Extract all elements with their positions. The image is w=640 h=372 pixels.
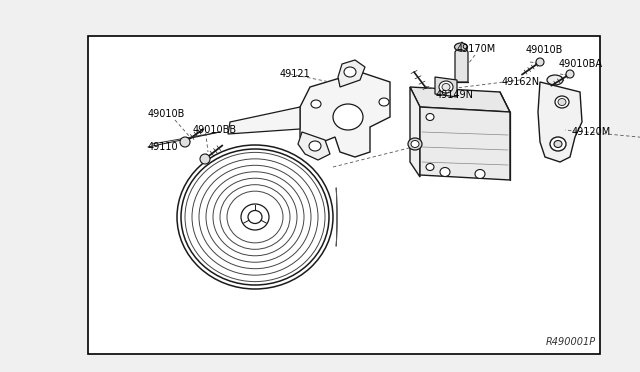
Ellipse shape: [550, 137, 566, 151]
Polygon shape: [455, 42, 468, 82]
Ellipse shape: [440, 167, 450, 176]
Text: 49010BB: 49010BB: [193, 125, 237, 135]
Ellipse shape: [547, 75, 563, 85]
Text: 49120M: 49120M: [572, 127, 611, 137]
Text: 49010B: 49010B: [148, 109, 186, 119]
Ellipse shape: [426, 164, 434, 170]
Ellipse shape: [554, 141, 562, 148]
Polygon shape: [410, 87, 510, 112]
Ellipse shape: [439, 81, 453, 93]
Ellipse shape: [344, 67, 356, 77]
Ellipse shape: [379, 98, 389, 106]
Polygon shape: [338, 60, 365, 87]
Text: 49162N: 49162N: [502, 77, 540, 87]
Text: 49149N: 49149N: [436, 90, 474, 100]
Ellipse shape: [426, 113, 434, 121]
Text: R490001P: R490001P: [546, 337, 596, 347]
Polygon shape: [538, 82, 582, 162]
Text: 49121: 49121: [280, 69, 311, 79]
Ellipse shape: [248, 211, 262, 224]
Ellipse shape: [475, 170, 485, 179]
Ellipse shape: [558, 99, 566, 106]
Ellipse shape: [311, 100, 321, 108]
Ellipse shape: [442, 83, 450, 90]
Circle shape: [566, 70, 574, 78]
Polygon shape: [300, 72, 390, 157]
Ellipse shape: [408, 138, 422, 150]
Ellipse shape: [309, 141, 321, 151]
Ellipse shape: [333, 104, 363, 130]
Text: 49110: 49110: [148, 142, 179, 152]
Ellipse shape: [241, 204, 269, 230]
Ellipse shape: [454, 43, 467, 51]
Circle shape: [200, 154, 210, 164]
Ellipse shape: [411, 141, 419, 148]
Circle shape: [536, 58, 544, 66]
Polygon shape: [228, 107, 300, 134]
Text: 49010B: 49010B: [526, 45, 563, 55]
Text: 49010BA: 49010BA: [559, 59, 603, 69]
Polygon shape: [435, 77, 457, 97]
Bar: [88, 36, 600, 354]
Polygon shape: [298, 132, 330, 160]
Ellipse shape: [555, 96, 569, 108]
Polygon shape: [410, 87, 420, 177]
Circle shape: [180, 137, 190, 147]
Polygon shape: [420, 107, 510, 180]
Text: 49170M: 49170M: [457, 44, 496, 54]
